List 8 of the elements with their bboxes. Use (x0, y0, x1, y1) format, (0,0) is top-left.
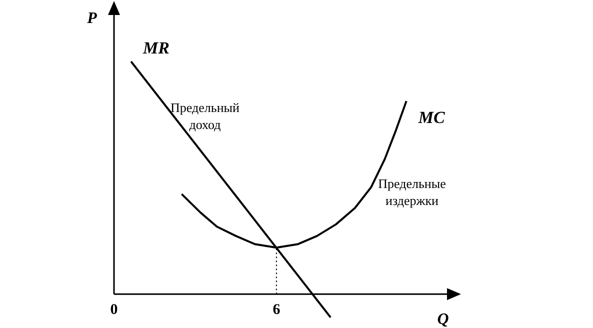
annotation: Предельные издержки (378, 176, 446, 208)
series-label: MR (142, 38, 170, 58)
annotation: Предельный доход (170, 100, 240, 132)
series-label: MC (417, 108, 446, 128)
y-axis-title: P (86, 10, 98, 27)
x-tick-label: 6 (272, 302, 281, 318)
x-tick-label: 0 (110, 302, 118, 318)
x-axis-title: Q (437, 311, 450, 328)
